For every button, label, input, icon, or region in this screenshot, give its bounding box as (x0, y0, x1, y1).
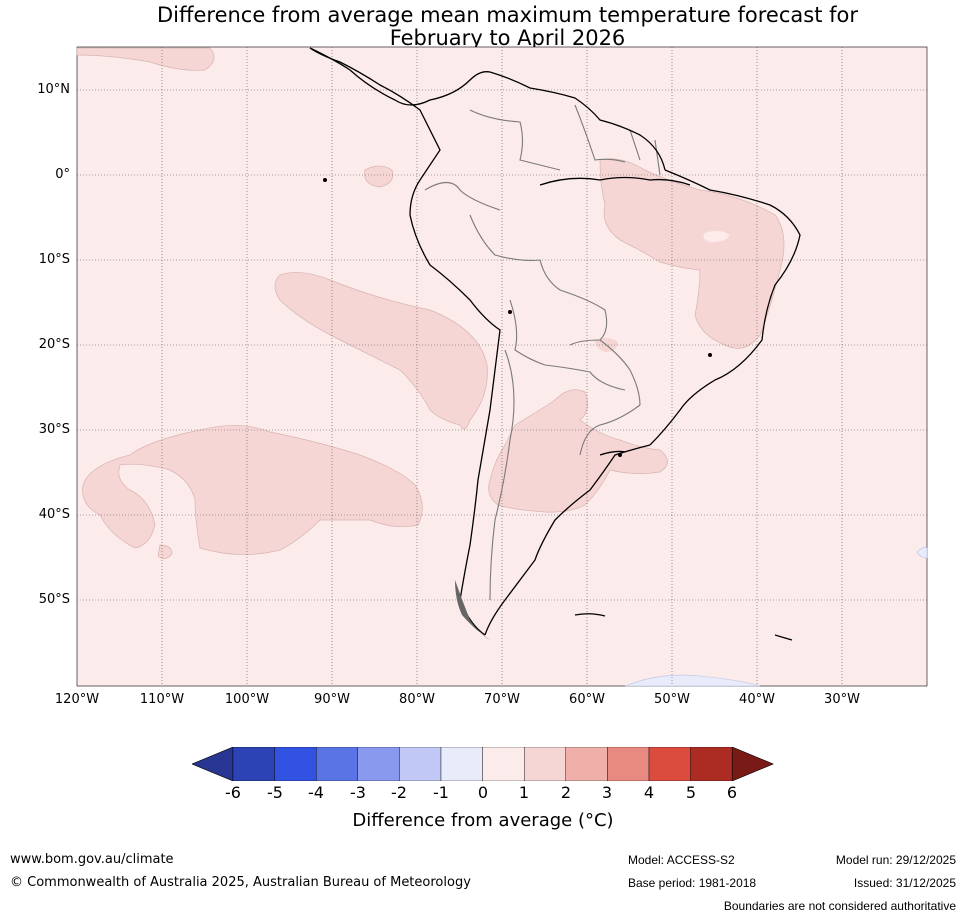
lon-label-30w: 30°W (824, 692, 860, 707)
colorbar-label: Difference from average (°C) (352, 810, 614, 831)
colorbar-tick: 6 (726, 783, 738, 802)
colorbar-swatch (274, 747, 317, 781)
title-line-2: February to April 2026 (389, 26, 626, 50)
border-colombia-venezuela (469, 109, 561, 171)
cool-region-south (624, 674, 761, 687)
lon-label-70w: 70°W (484, 692, 520, 707)
coastline-rio-de-la-plata (599, 450, 626, 456)
colorbar-arrow-high (731, 747, 774, 781)
colorbar-tick: -4 (308, 783, 324, 802)
coastline-south-georgia (774, 634, 793, 641)
anomaly-regions-light (595, 230, 928, 687)
border-peru-bolivia (509, 299, 546, 366)
anomaly-region-argentina (488, 389, 668, 513)
border-colombia-south (424, 181, 501, 211)
coastline-falklands (574, 613, 606, 617)
colorbar-tick: -5 (267, 783, 283, 802)
lon-label-120w: 120°W (54, 692, 100, 707)
graticule (77, 47, 927, 686)
lat-label-10s: 10°S (38, 252, 70, 267)
coastline-pacific (309, 47, 501, 636)
footer-base-period: Base period: 1981-2018 (628, 876, 757, 890)
lat-label-20s: 20°S (38, 337, 70, 352)
lon-label-100w: 100°W (224, 692, 270, 707)
anomaly-region-small-blob (157, 544, 173, 559)
border-venezuela-guyana (574, 104, 626, 163)
anomaly-region-pacific-east (274, 272, 488, 430)
colorbar-swatch (399, 747, 442, 781)
coastline-amazon-river (539, 176, 691, 186)
colorbar-swatch (648, 747, 691, 781)
footer-issued: Issued: 31/12/2025 (853, 876, 956, 890)
anomaly-regions (76, 47, 785, 559)
border-bolivia-paraguay (544, 364, 626, 391)
border-argentina-uruguay (579, 404, 641, 456)
coastline (309, 47, 801, 641)
lat-label-50s: 50°S (38, 592, 70, 607)
island-lagoa (618, 453, 622, 457)
colorbar-tick: 0 (477, 783, 489, 802)
colorbar-tick: 5 (685, 783, 697, 802)
country-borders (424, 104, 661, 601)
border-peru-brazil (469, 214, 561, 291)
lon-label-90w: 90°W (314, 692, 350, 707)
anomaly-region-equatorial-blob (364, 165, 394, 188)
footer-disclaimer: Boundaries are not considered authoritat… (723, 899, 956, 913)
forecast-map (76, 46, 928, 687)
coastline-north-brazil (649, 169, 801, 446)
colorbar-tick: 2 (560, 783, 572, 802)
island-galapagos (323, 178, 327, 182)
lat-label-10n: 10°N (37, 82, 70, 97)
colorbar-swatch (690, 747, 733, 781)
map-title: Difference from average mean maximum tem… (0, 4, 965, 50)
colorbar-tick: 3 (601, 783, 613, 802)
title-line-1: Difference from average mean maximum tem… (157, 3, 858, 27)
lat-label-0: 0° (55, 167, 70, 182)
lat-label-40s: 40°S (38, 507, 70, 522)
border-bolivia-brazil (559, 289, 608, 346)
border-paraguay-brazil (599, 339, 641, 406)
island-lake-titicaca (508, 310, 512, 314)
footer-copyright: © Commonwealth of Australia 2025, Austra… (10, 875, 471, 890)
footer-url[interactable]: www.bom.gov.au/climate (10, 852, 174, 867)
colorbar-arrow-low (192, 747, 234, 781)
islands (323, 178, 712, 457)
lat-label-30s: 30°S (38, 422, 70, 437)
island-marajo (708, 353, 712, 357)
colorbar-swatch (315, 747, 358, 781)
anomaly-region-pacific-south (82, 425, 423, 555)
colorbar-swatch (482, 747, 525, 781)
lon-label-50w: 50°W (654, 692, 690, 707)
cool-region-east (916, 546, 928, 559)
colorbar-tick: -3 (350, 783, 366, 802)
colorbar-tick: -1 (433, 783, 449, 802)
lon-label-60w: 60°W (569, 692, 605, 707)
coastline-caribbean (489, 71, 666, 171)
colorbar-swatch (607, 747, 650, 781)
colorbar-swatch (440, 747, 483, 781)
colorbar-swatch (524, 747, 567, 781)
anomaly-region-north (76, 47, 215, 71)
colorbar-tick: -2 (391, 783, 407, 802)
border-chile-argentina (489, 349, 515, 601)
colorbar-swatch (565, 747, 608, 781)
background-gap-brazil (703, 230, 730, 243)
chile-fjords (455, 580, 490, 640)
coastline-south-atlantic (484, 444, 651, 636)
lon-label-80w: 80°W (399, 692, 435, 707)
colorbar-swatch (357, 747, 400, 781)
map-background (76, 46, 928, 687)
colorbar-swatch (232, 747, 275, 781)
colorbar (192, 747, 774, 781)
colorbar-tick: -6 (225, 783, 241, 802)
colorbar-tick: 4 (643, 783, 655, 802)
colorbar-tick: 1 (518, 783, 530, 802)
lon-label-40w: 40°W (739, 692, 775, 707)
footer-model: Model: ACCESS-S2 (628, 853, 735, 867)
coastline-central-america (309, 47, 491, 106)
lon-label-110w: 110°W (139, 692, 185, 707)
footer-model-run: Model run: 29/12/2025 (835, 853, 956, 867)
border-guianas (629, 129, 661, 176)
